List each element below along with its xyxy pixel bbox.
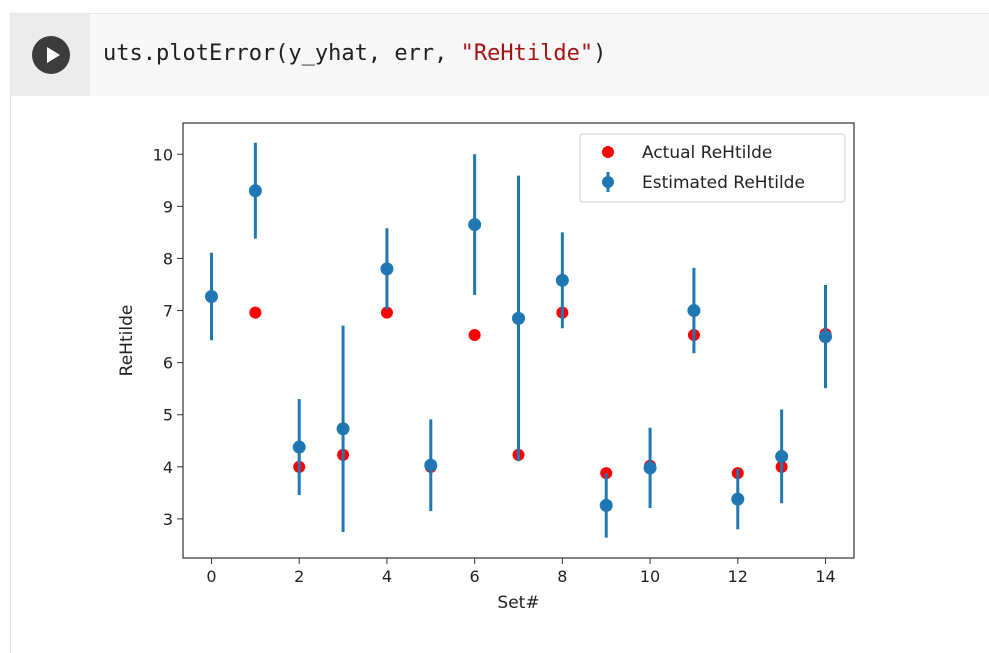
estimated-point xyxy=(512,311,525,325)
plot-frame xyxy=(182,122,855,559)
y-tick-label: 8 xyxy=(163,249,173,268)
estimated-point xyxy=(292,440,306,454)
code-editor[interactable]: uts.plotError(y_yhat, err, "ReHtilde") xyxy=(103,38,606,70)
estimated-point xyxy=(643,461,657,475)
run-cell-button[interactable] xyxy=(32,36,70,74)
cell-input-area[interactable]: uts.plotError(y_yhat, err, "ReHtilde") xyxy=(11,14,989,96)
y-tick-label: 7 xyxy=(163,302,173,321)
code-string-literal: "ReHtilde" xyxy=(460,41,594,66)
estimated-point xyxy=(731,492,745,506)
estimated-point xyxy=(424,458,438,472)
y-tick-label: 5 xyxy=(163,406,173,425)
estimated-point xyxy=(468,218,482,232)
legend-box xyxy=(579,133,846,203)
x-tick-label: 4 xyxy=(382,567,392,586)
x-tick-label: 10 xyxy=(640,567,660,586)
actual-point xyxy=(380,306,393,319)
actual-point xyxy=(249,306,262,319)
play-icon xyxy=(47,47,60,63)
y-axis-label: ReHtilde xyxy=(117,305,137,377)
x-tick-label: 6 xyxy=(470,567,480,586)
estimated-point xyxy=(775,449,789,463)
x-tick-label: 8 xyxy=(557,567,567,586)
code-text: uts.plotError(y_yhat, err, xyxy=(103,41,461,66)
cell-output: 0 2 4 6 8 10 12 14 3 4 5 6 7 8 9 10 Set# ReHtilde Actual R… xyxy=(11,96,989,653)
error-bar-chart: 0 2 4 6 8 10 12 14 3 4 5 6 7 8 9 10 Set# ReHtilde Actual R… xyxy=(117,122,855,613)
estimated-point xyxy=(818,330,832,344)
estimated-point xyxy=(380,262,394,276)
x-tick-label: 2 xyxy=(294,567,304,586)
y-tick-label: 6 xyxy=(163,354,173,373)
code-text-end: ) xyxy=(593,41,607,66)
estimated-point xyxy=(555,273,569,287)
y-tick-label: 3 xyxy=(163,510,173,529)
y-tick-label: 10 xyxy=(153,145,173,164)
estimated-point xyxy=(248,184,262,198)
legend-label-actual: Actual ReHtilde xyxy=(642,143,772,163)
legend-label-estimated: Estimated ReHtilde xyxy=(642,173,805,193)
x-tick-label: 12 xyxy=(728,567,748,586)
y-tick-label: 9 xyxy=(163,197,173,216)
legend-marker-estimated xyxy=(602,176,614,188)
estimated-point xyxy=(336,422,350,436)
actual-point xyxy=(468,329,481,342)
x-tick-label: 14 xyxy=(815,567,835,586)
estimated-point xyxy=(205,289,219,303)
y-tick-label: 4 xyxy=(163,458,173,477)
notebook-code-cell: uts.plotError(y_yhat, err, "ReHtilde") 0… xyxy=(11,14,989,653)
legend-marker-actual xyxy=(602,146,614,158)
estimated-point xyxy=(687,304,701,318)
estimated-point xyxy=(599,498,613,512)
x-axis-label: Set# xyxy=(497,593,539,613)
x-tick-label: 0 xyxy=(206,567,216,586)
